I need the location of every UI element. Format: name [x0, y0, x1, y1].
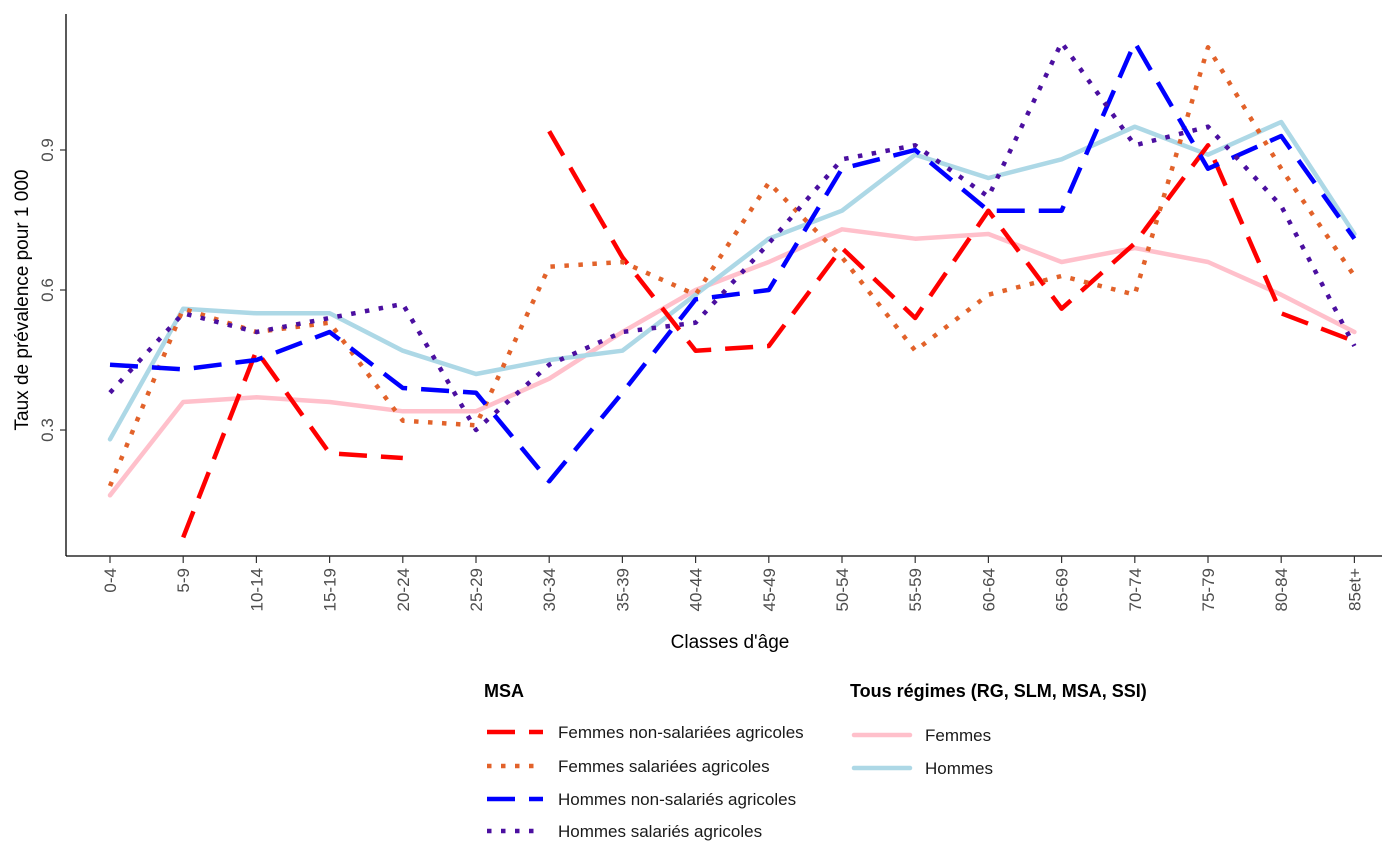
legend-label: Femmes	[925, 726, 991, 745]
legend-label: Hommes	[925, 759, 993, 778]
series-hommes-salaries-agricoles	[108, 40, 1357, 433]
legend-item-femmes-non-salariees-agricoles: Femmes non-salariées agricoles	[487, 723, 804, 742]
y-tick-label: 0.3	[38, 418, 57, 442]
legend-label: Femmes salariées agricoles	[558, 757, 770, 776]
x-tick-label: 15-19	[321, 568, 340, 611]
series-femmes-non-salariees-agricoles	[181, 130, 1356, 539]
legend-label: Femmes non-salariées agricoles	[558, 723, 804, 742]
x-tick-label: 70-74	[1126, 568, 1145, 611]
x-tick-label: 45-49	[760, 568, 779, 611]
x-tick-label: 35-39	[613, 568, 632, 611]
x-tick-label: 10-14	[247, 568, 266, 611]
legend-title: MSA	[484, 681, 524, 701]
x-tick-label: 20-24	[394, 568, 413, 611]
x-tick-label: 85et+	[1345, 568, 1364, 611]
legend-item-femmes-salariees-agricoles: Femmes salariées agricoles	[487, 757, 770, 776]
legend-item-hommes: Hommes	[851, 759, 993, 778]
legend-title: Tous régimes (RG, SLM, MSA, SSI)	[850, 681, 1147, 701]
y-tick-label: 0.6	[38, 278, 57, 302]
x-tick-label: 0-4	[101, 568, 120, 593]
series-line-segment	[109, 40, 1357, 484]
series-layer	[107, 40, 1357, 539]
series-line-segment	[107, 119, 1357, 442]
x-axis-title: Classes d'âge	[671, 632, 790, 653]
x-tick-label: 50-54	[833, 568, 852, 611]
legend-label: Hommes non-salariés agricoles	[558, 790, 796, 809]
axes	[65, 14, 1382, 557]
x-tick-label: 75-79	[1199, 568, 1218, 611]
x-tick-label: 80-84	[1272, 568, 1291, 611]
legend-item-femmes: Femmes	[851, 726, 991, 745]
x-tick-label: 25-29	[467, 568, 486, 611]
legend: MSA Femmes non-salariées agricoles Femmes …	[484, 681, 1147, 841]
series-hommes-non-salaries-agricoles	[109, 40, 1357, 484]
x-tick-label: 30-34	[540, 568, 559, 611]
series-line-segment	[108, 40, 1357, 433]
x-tick-label: 55-59	[906, 568, 925, 611]
series-line-segment	[547, 130, 1356, 353]
y-tick-label: 0.9	[38, 138, 57, 162]
x-tick-label: 60-64	[979, 568, 998, 611]
x-tick-label: 5-9	[174, 568, 193, 593]
legend-item-hommes-non-salaries-agricoles: Hommes non-salariés agricoles	[487, 790, 796, 809]
series-line-segment	[181, 348, 403, 539]
y-ticks: 0.3 0.6 0.9	[38, 138, 66, 442]
x-tick-label: 65-69	[1053, 568, 1072, 611]
x-ticks: 0-4 5-9 10-14 15-19 20-24 25-29 30-34 35-39 40-4…	[101, 556, 1364, 611]
legend-item-hommes-salaries-agricoles: Hommes salariés agricoles	[487, 822, 762, 841]
legend-label: Hommes salariés agricoles	[558, 822, 762, 841]
x-tick-label: 40-44	[687, 568, 706, 611]
y-axis-title: Taux de prévalence pour 1 000	[12, 170, 33, 431]
series-hommes	[107, 119, 1357, 442]
